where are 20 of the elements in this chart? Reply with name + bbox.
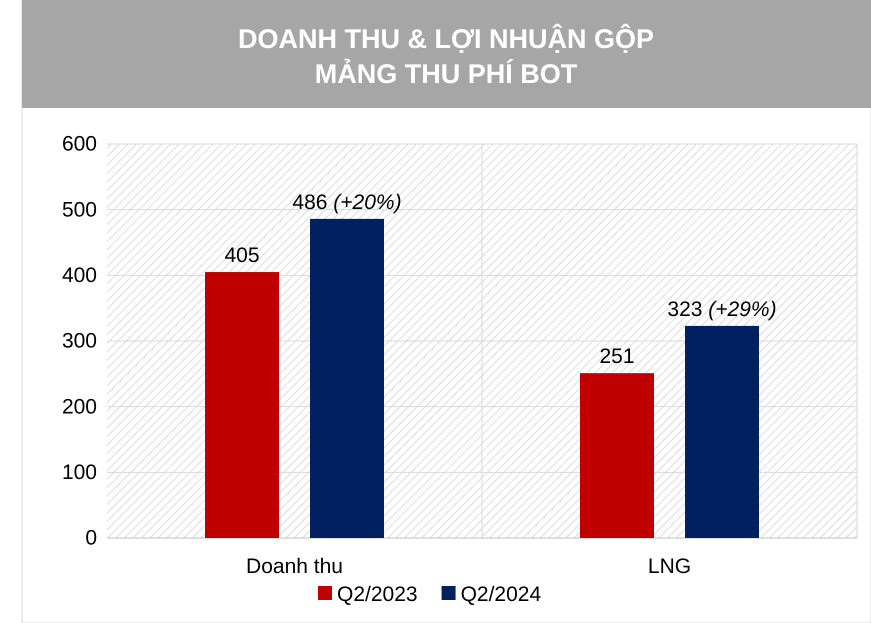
data-label: 405 (224, 244, 260, 268)
y-tick-label: 200 (62, 395, 97, 418)
chart-title: DOANH THU & LỢI NHUẬN GỘP MẢNG THU PHÍ BOT (238, 23, 654, 89)
data-label: 251 (599, 345, 635, 368)
x-tick-label: Doanh thu (246, 554, 343, 578)
bar (580, 373, 654, 538)
y-tick-label: 0 (85, 526, 97, 550)
x-tick-label: LNG (648, 554, 692, 578)
legend-label: Q2/2024 (460, 583, 542, 606)
y-tick-label: 300 (62, 330, 97, 353)
y-tick-label: 500 (62, 198, 97, 222)
y-tick-label: 400 (62, 264, 97, 288)
legend-label: Q2/2023 (337, 583, 418, 606)
data-label: 486 (+20%) (292, 190, 402, 214)
data-label: 323 (+29%) (667, 298, 777, 321)
y-tick-label: 600 (62, 132, 97, 156)
bar (310, 218, 384, 538)
bar (685, 326, 759, 538)
y-tick-label: 100 (62, 461, 97, 484)
bar (205, 272, 279, 538)
